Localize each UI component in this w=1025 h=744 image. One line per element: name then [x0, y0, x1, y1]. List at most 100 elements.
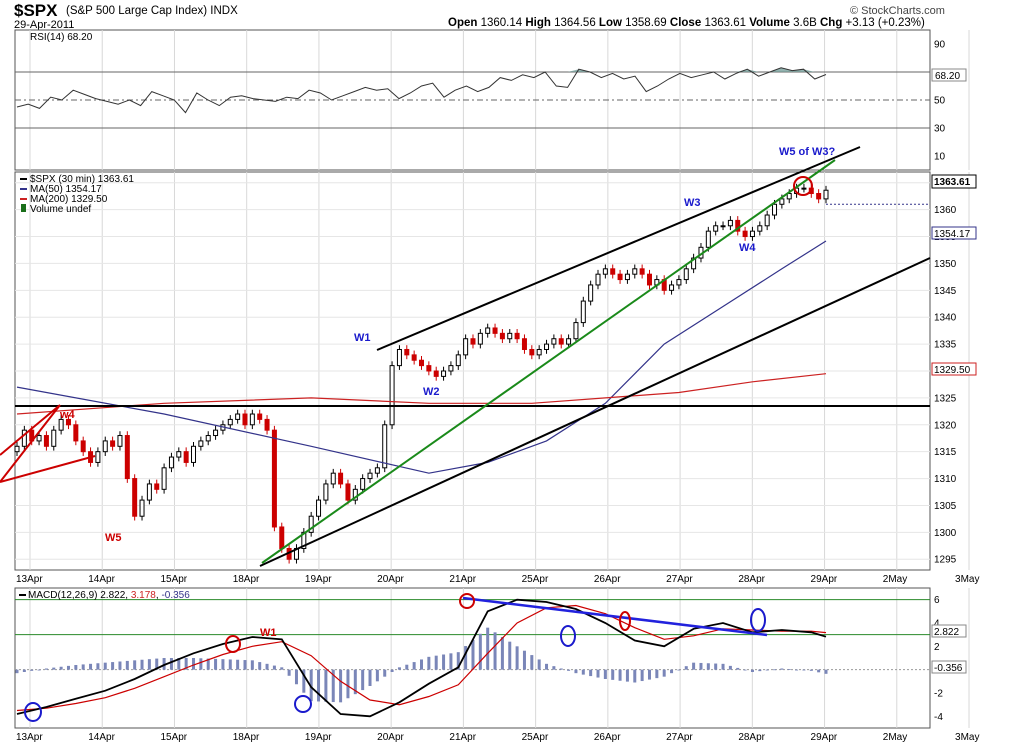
price-x-tick-label: 29Apr — [811, 574, 838, 585]
macd-hist-bar — [736, 667, 740, 670]
candle-body — [779, 198, 785, 205]
macd-y-tick-label: 4 — [934, 619, 940, 630]
macd-hist-bar — [677, 669, 681, 671]
annotation-w1-red-macd: W1 — [260, 627, 277, 639]
macd-hist-bar — [508, 641, 512, 670]
candle-body — [646, 273, 652, 286]
candle-body — [73, 424, 79, 442]
macd-x-tick-label: 13Apr — [16, 732, 43, 743]
macd-hist-bar — [530, 655, 534, 670]
macd-hist-bar — [15, 669, 19, 674]
macd-hist-bar — [96, 663, 100, 670]
macd-hist-bar — [361, 669, 365, 691]
macd-hist-bar — [662, 669, 666, 677]
candle-body — [374, 467, 380, 474]
ma200-last-value-box: 1329.50 — [931, 362, 977, 376]
macd-hist-bar — [824, 669, 828, 674]
price-x-tick-label: 19Apr — [305, 574, 332, 585]
price-x-tick-label: 2May — [883, 574, 907, 585]
candle-body — [146, 483, 152, 501]
candle-body — [43, 435, 49, 447]
candle-body — [624, 273, 630, 281]
macd-hist-bar — [817, 669, 821, 673]
macd-hist-bar — [206, 658, 210, 670]
price-top-red-circle — [793, 176, 813, 196]
macd-hist-bar — [721, 663, 725, 670]
candle-body — [205, 435, 211, 442]
candle-body — [213, 429, 219, 437]
candle-body — [132, 478, 138, 517]
macd-hist-bar — [706, 663, 710, 670]
macd-series — [15, 598, 930, 718]
macd-hist-bar — [449, 653, 453, 670]
macd-hist-bar — [125, 660, 129, 670]
macd-hist-bar — [773, 669, 777, 671]
green-trend-line — [261, 159, 836, 564]
macd-blue-circle-1 — [24, 702, 42, 722]
annotation-w5-of-w3: W5 of W3? — [779, 146, 835, 158]
macd-hist-bar — [787, 669, 791, 670]
macd-hist-bar — [368, 669, 372, 686]
macd-hist-bar — [331, 669, 335, 703]
candle-body — [764, 214, 770, 227]
high-value: 1364.56 — [554, 17, 596, 29]
macd-hist-bar — [169, 658, 173, 670]
macd-last-value-box: 2.822 — [931, 624, 967, 638]
macd-hist-bar — [500, 637, 504, 670]
candle-body — [389, 365, 395, 426]
candle-body — [360, 478, 366, 490]
candle-body — [521, 338, 527, 350]
candle-body — [610, 268, 616, 275]
candle-body — [352, 488, 358, 501]
candle-body — [470, 338, 476, 345]
rsi-series — [15, 67, 930, 129]
candle-body — [566, 338, 572, 345]
macd-hist-bar — [692, 662, 696, 670]
macd-y-tick-label: -4 — [934, 712, 943, 723]
macd-hist-bar — [596, 669, 600, 678]
candle-body — [477, 332, 483, 345]
macd-y-tick-label: 6 — [934, 595, 940, 606]
macd-hist-bar — [140, 659, 144, 670]
macd-hist-bar — [89, 663, 93, 670]
candle-body — [21, 429, 27, 447]
price-y-tick-label: 1340 — [934, 313, 957, 324]
macd-hist-bar — [52, 667, 56, 670]
lower-channel-line — [259, 257, 931, 567]
candle-body — [257, 413, 263, 420]
upper-channel-line — [376, 146, 861, 351]
candle-body — [396, 348, 402, 367]
macd-hist-bar — [434, 655, 438, 670]
macd-red-circle-3 — [619, 611, 631, 631]
candle-body — [492, 327, 498, 334]
candle-body — [36, 435, 42, 442]
macd-hist-bar — [44, 668, 48, 670]
macd-hist-bar — [177, 658, 181, 670]
macd-hist-bar — [272, 665, 276, 670]
candle-body — [558, 338, 564, 345]
candle-body — [404, 348, 410, 356]
macd-hist-bar — [809, 669, 813, 671]
price-series — [14, 183, 930, 564]
macd-hist-bar — [765, 669, 769, 671]
rsi-label: RSI(14) 68.20 — [30, 32, 93, 43]
candle-body — [80, 440, 86, 453]
candle-body — [720, 225, 726, 228]
rsi-y-tick-label: 50 — [934, 96, 946, 107]
candle-body — [727, 219, 733, 227]
macd-blue-trend-line — [462, 596, 768, 637]
macd-hist-bar — [155, 658, 159, 670]
candle-body — [227, 418, 233, 426]
macd-x-tick-label: 27Apr — [666, 732, 693, 743]
hist-value: -0.356 — [161, 590, 190, 601]
macd-hist-bar — [427, 656, 431, 670]
chg-value: +3.13 (+0.23%) — [845, 17, 925, 29]
macd-y-tick-label: -2 — [934, 689, 943, 700]
macd-hist-bar — [221, 659, 225, 670]
macd-hist-bar — [383, 669, 387, 677]
candle-body — [433, 370, 439, 377]
candle-body — [161, 467, 167, 490]
rsi-last-value-box: 68.20 — [931, 68, 967, 82]
macd-hist-bar — [589, 669, 593, 677]
macd-hist-bar — [684, 666, 688, 670]
